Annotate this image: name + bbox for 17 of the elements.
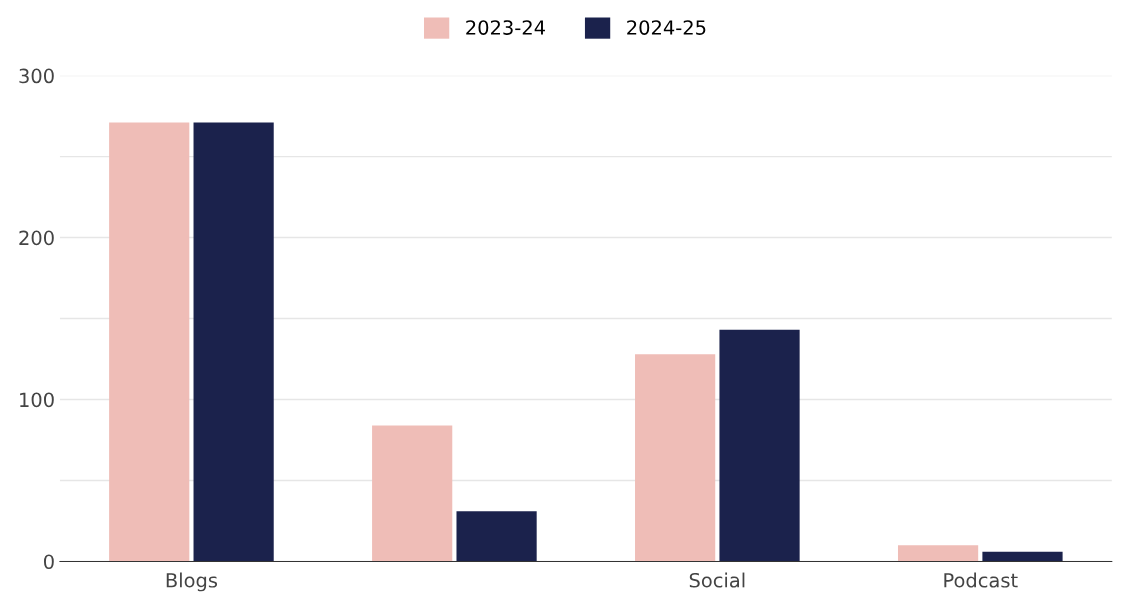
x-tick-label: Podcast [944, 572, 1018, 588]
bar [719, 329, 800, 562]
y-tick-label: 200 [19, 230, 54, 246]
bar [372, 425, 453, 562]
bar [193, 122, 274, 562]
bar [109, 122, 190, 562]
x-tick-label: Social [689, 572, 745, 588]
legend-label: 2024-25 [627, 20, 706, 35]
y-tick-label: 300 [19, 68, 54, 84]
bar [897, 545, 979, 562]
legend-label: 2023-24 [466, 20, 545, 35]
y-tick-label: 100 [20, 392, 54, 408]
y-tick-label: 0 [43, 554, 54, 570]
bar [635, 354, 716, 562]
bar [982, 551, 1063, 562]
bar [456, 511, 537, 562]
x-tick-label: Blogs [166, 572, 218, 592]
